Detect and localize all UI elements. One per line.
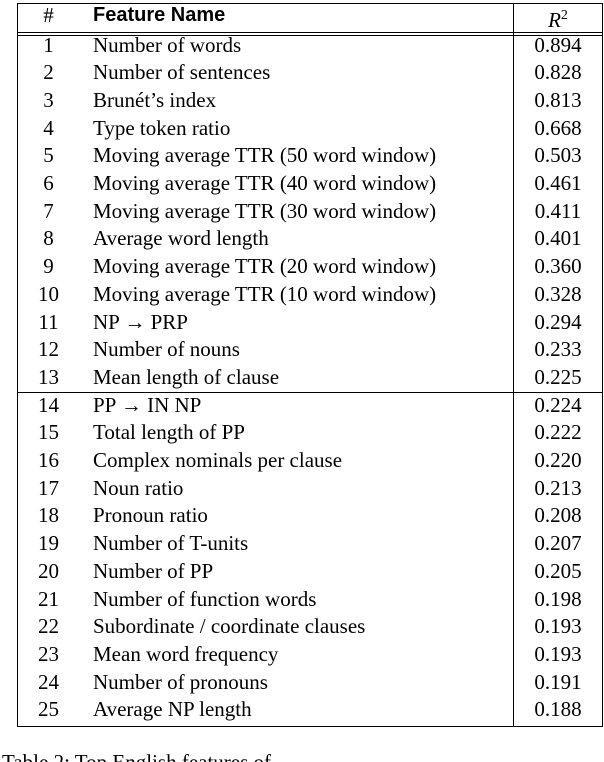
rule bbox=[17, 32, 603, 33]
r2-value: 0.225 bbox=[534, 364, 582, 389]
row-index: 1 bbox=[43, 32, 54, 57]
row-index: 12 bbox=[38, 337, 59, 362]
row-index: 11 bbox=[38, 309, 59, 334]
feature-name: Number of PP bbox=[93, 558, 214, 583]
feature-name: Mean length of clause bbox=[93, 364, 280, 389]
feature-name: Number of function words bbox=[93, 586, 317, 611]
feature-name: Number of pronouns bbox=[93, 669, 268, 694]
row-index: 22 bbox=[38, 614, 59, 639]
row-index: 9 bbox=[43, 254, 54, 279]
feature-name: Mean word frequency bbox=[93, 641, 279, 666]
row-index: 24 bbox=[38, 669, 59, 694]
r2-value: 0.461 bbox=[534, 171, 582, 195]
r2-value: 0.220 bbox=[534, 448, 582, 472]
r2-value: 0.233 bbox=[534, 337, 582, 362]
r2-value: 0.191 bbox=[534, 669, 582, 694]
r2-value: 0.294 bbox=[534, 309, 582, 334]
r2-value: 0.208 bbox=[534, 503, 582, 528]
feature-name: Number of words bbox=[93, 32, 242, 57]
row-index: 8 bbox=[43, 226, 54, 251]
row-index: 14 bbox=[38, 392, 59, 417]
rule bbox=[17, 726, 603, 727]
row-index: 10 bbox=[38, 281, 59, 306]
r2-superscript: 2 bbox=[560, 8, 568, 23]
rule bbox=[17, 35, 603, 36]
r2-value: 0.828 bbox=[534, 60, 582, 85]
r2-value: 0.205 bbox=[534, 558, 582, 583]
rule bbox=[602, 3, 603, 726]
r2-value: 0.813 bbox=[534, 87, 582, 112]
feature-name: Noun ratio bbox=[93, 475, 184, 500]
row-index: 2 bbox=[43, 60, 54, 85]
row-index: 21 bbox=[38, 586, 59, 611]
header-index: # bbox=[43, 3, 54, 27]
feature-name: Moving average TTR (40 word window) bbox=[93, 171, 437, 195]
header-r2: R2 bbox=[513, 2, 603, 34]
feature-name: Total length of PP bbox=[93, 420, 245, 445]
feature-name: Average word length bbox=[93, 226, 269, 251]
row-index: 5 bbox=[43, 143, 54, 168]
r2-value: 0.411 bbox=[534, 198, 582, 223]
r2-value: 0.894 bbox=[534, 32, 582, 57]
caption: Table 2: Top English features of bbox=[2, 750, 272, 762]
r2-value: 0.503 bbox=[534, 143, 582, 168]
r2-value: 0.193 bbox=[534, 641, 582, 666]
rule bbox=[17, 392, 603, 394]
row-index: 19 bbox=[38, 531, 59, 556]
rule bbox=[513, 3, 514, 726]
row-index: 17 bbox=[38, 475, 59, 500]
row-index: 25 bbox=[38, 697, 59, 722]
row-index: 4 bbox=[43, 115, 54, 140]
row-index: 18 bbox=[38, 503, 59, 528]
r2-value: 0.213 bbox=[534, 475, 582, 500]
row-index: 20 bbox=[38, 558, 59, 583]
r2-value: 0.222 bbox=[534, 420, 582, 445]
row-index: 3 bbox=[43, 87, 54, 112]
feature-name: Moving average TTR (50 word window) bbox=[93, 143, 437, 168]
r2-value: 0.328 bbox=[534, 281, 582, 306]
feature-name: Moving average TTR (30 word window) bbox=[93, 198, 437, 223]
row-index: 16 bbox=[38, 448, 59, 472]
feature-name: Moving average TTR (20 word window) bbox=[93, 254, 437, 279]
r2-symbol: R bbox=[548, 8, 561, 32]
feature-name: Number of T-units bbox=[93, 531, 249, 556]
rule bbox=[17, 3, 18, 726]
r2-value: 0.668 bbox=[534, 115, 582, 140]
feature-name: PP → IN NP bbox=[93, 392, 202, 417]
r2-value: 0.360 bbox=[534, 254, 582, 279]
row-index: 6 bbox=[43, 171, 54, 195]
rule bbox=[17, 3, 603, 4]
row-index: 15 bbox=[38, 420, 59, 445]
feature-name: Number of nouns bbox=[93, 337, 240, 362]
feature-name: Average NP length bbox=[93, 697, 252, 722]
feature-name: Moving average TTR (10 word window) bbox=[93, 281, 437, 306]
r2-value: 0.401 bbox=[534, 226, 582, 251]
header-feature: Feature Name bbox=[93, 4, 226, 26]
r2-value: 0.224 bbox=[534, 392, 582, 417]
r2-value: 0.193 bbox=[534, 614, 582, 639]
feature-name: Complex nominals per clause bbox=[93, 448, 343, 472]
feature-name: Subordinate / coordinate clauses bbox=[93, 614, 366, 639]
r2-value: 0.207 bbox=[534, 531, 582, 556]
r2-value: 0.198 bbox=[534, 586, 582, 611]
row-index: 13 bbox=[38, 364, 59, 389]
r2-value: 0.188 bbox=[534, 697, 582, 722]
row-index: 23 bbox=[38, 641, 59, 666]
feature-name: Type token ratio bbox=[93, 115, 231, 140]
feature-name: Brunét’s index bbox=[93, 87, 217, 112]
row-index: 7 bbox=[43, 198, 54, 223]
feature-name: Number of sentences bbox=[93, 60, 271, 85]
caption-box: Table 2: Top English features of bbox=[0, 748, 604, 762]
feature-name: Pronoun ratio bbox=[93, 503, 208, 528]
feature-name: NP → PRP bbox=[93, 309, 188, 334]
